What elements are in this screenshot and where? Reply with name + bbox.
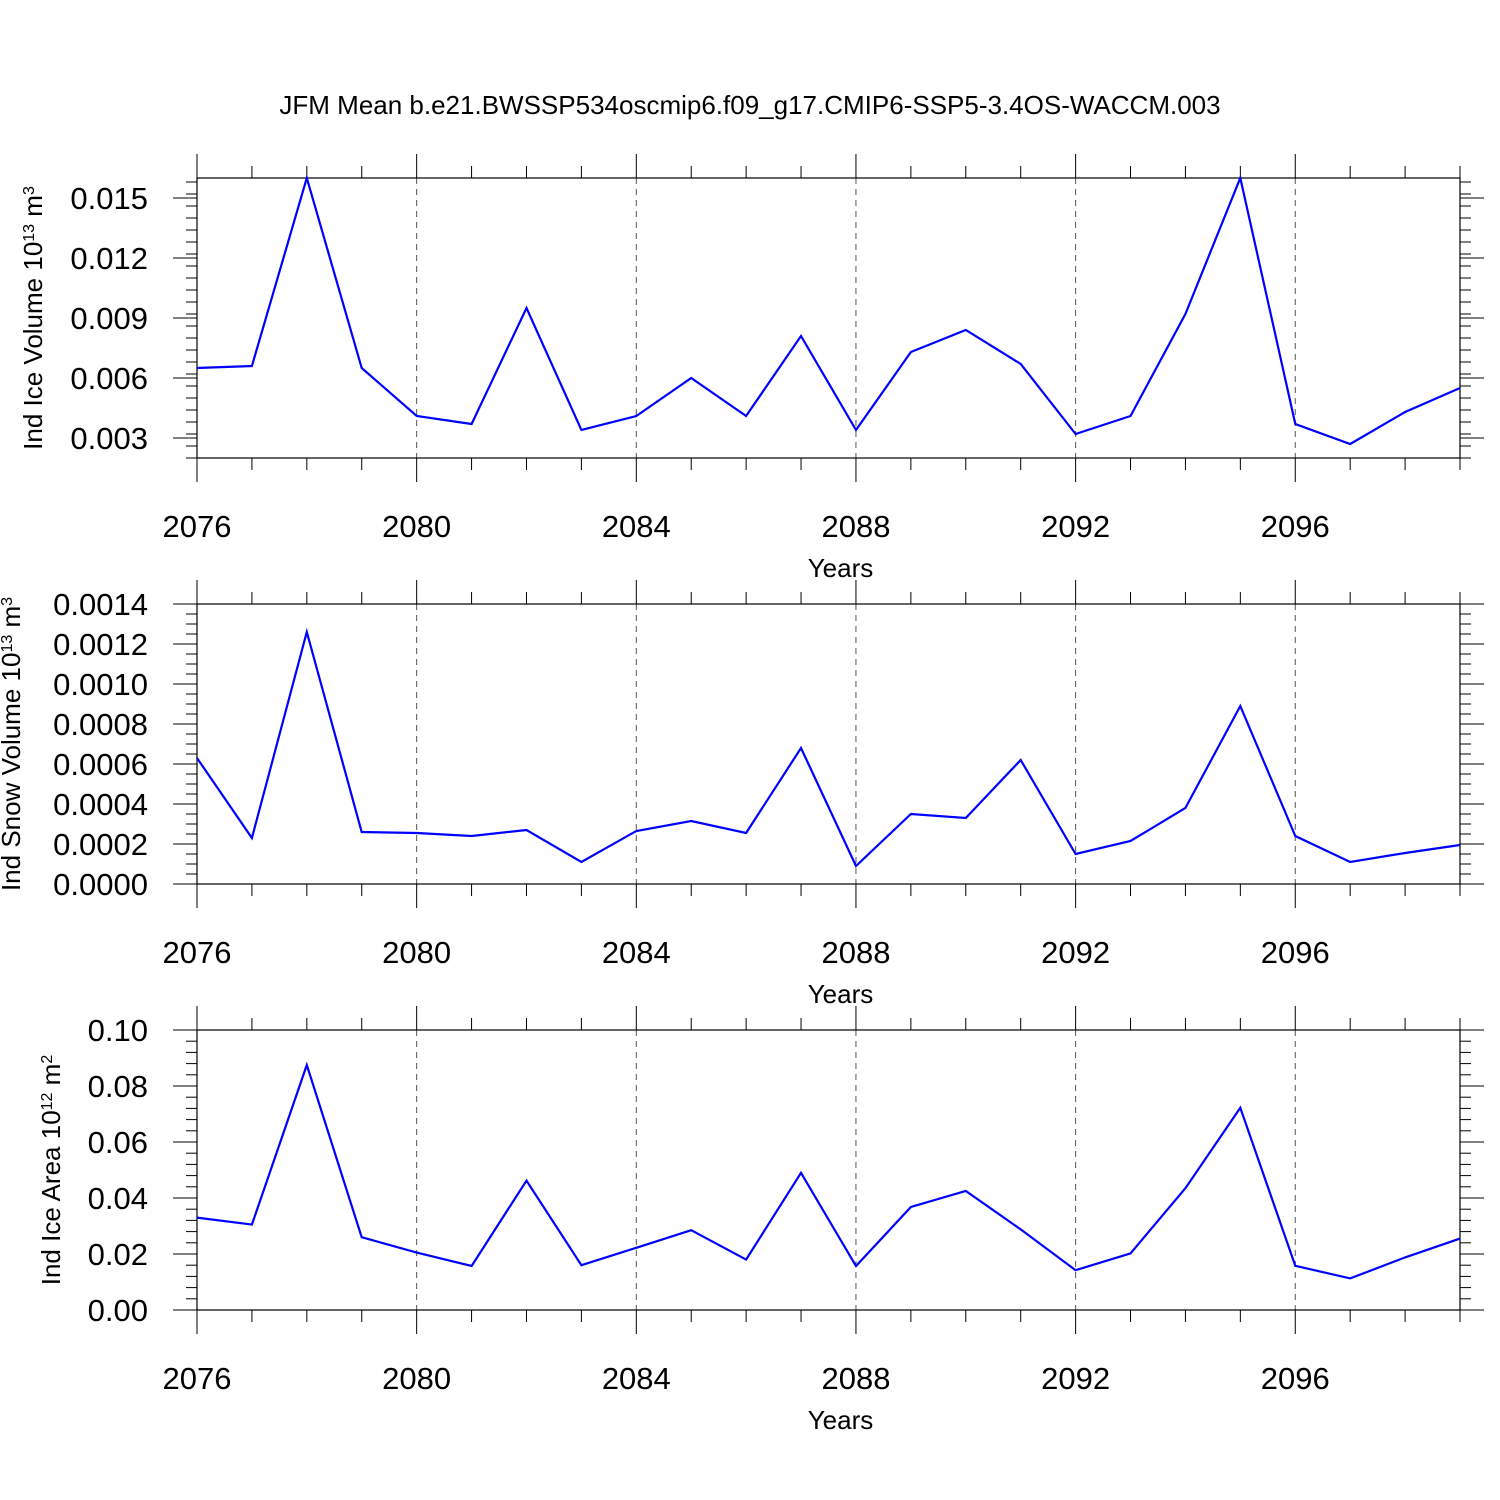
y-tick-label: 0.012	[70, 241, 148, 276]
series-line	[196, 1061, 1461, 1280]
y-tick-label: 0.0014	[53, 587, 148, 622]
y-tick-label: 0.04	[88, 1181, 148, 1216]
y-tick-label: 0.006	[70, 361, 148, 396]
x-tick-label: 2088	[821, 509, 890, 544]
x-tick-label: 2080	[382, 509, 451, 544]
y-tick-label: 0.009	[70, 301, 148, 336]
x-tick-label: 2096	[1261, 509, 1330, 544]
y-axis-label-superscript: 12	[39, 1092, 56, 1110]
y-axis-label-superscript: 13	[0, 635, 16, 653]
y-axis-label-part: Ind Snow Volume 10	[0, 653, 26, 892]
x-axis-label: Years	[808, 553, 874, 583]
y-tick-label: 0.015	[70, 181, 148, 216]
y-tick-label: 0.02	[88, 1237, 148, 1272]
x-tick-label: 2076	[163, 935, 232, 970]
y-axis-label-superscript: 13	[21, 224, 38, 242]
chart-panel-3: 0.00 0.02 0.04 0.06 0.08 0.10 2076 2080 2084 2088…	[36, 1006, 1484, 1435]
x-axis-label: Years	[808, 1405, 874, 1435]
plot-frame	[196, 603, 1461, 885]
x-tick-label: 2092	[1041, 935, 1110, 970]
y-tick-label: 0.0000	[53, 867, 148, 902]
x-tick-label: 2088	[821, 935, 890, 970]
y-axis-label-part: m	[0, 606, 26, 635]
y-tick-label: 0.0006	[53, 747, 148, 782]
y-tick-label: 0.08	[88, 1069, 148, 1104]
y-tick-label: 0.10	[88, 1013, 148, 1048]
y-axis-label-part: m	[36, 1064, 66, 1093]
y-axis-label-superscript: 2	[39, 1055, 56, 1064]
y-tick-label: 0.06	[88, 1125, 148, 1160]
y-axis-label-superscript: 3	[21, 186, 38, 195]
y-tick-label: 0.00	[88, 1293, 148, 1328]
series-line	[196, 174, 1461, 446]
x-tick-label: 2080	[382, 1361, 451, 1396]
x-tick-label: 2092	[1041, 509, 1110, 544]
y-axis-label-part: m	[18, 195, 48, 224]
y-axis-label-superscript: 3	[0, 597, 16, 606]
x-axis-label: Years	[808, 979, 874, 1009]
plot-frame	[196, 1029, 1461, 1311]
figure-title: JFM Mean b.e21.BWSSP534oscmip6.f09_g17.C…	[279, 90, 1220, 120]
y-axis-label: Ind Ice Area 1012 m2	[36, 1055, 66, 1286]
series-line	[196, 627, 1461, 868]
chart-panel-2: 0.0000 0.0002 0.0004 0.0006 0.0008 0.0010 0.00…	[0, 580, 1484, 1009]
x-tick-label: 2076	[163, 1361, 232, 1396]
y-tick-label: 0.0010	[53, 667, 148, 702]
x-tick-label: 2088	[821, 1361, 890, 1396]
x-tick-label: 2084	[602, 935, 671, 970]
x-tick-label: 2084	[602, 509, 671, 544]
x-tick-label: 2096	[1261, 935, 1330, 970]
y-axis-label-part: Ind Ice Area 10	[36, 1110, 66, 1285]
x-tick-label: 2092	[1041, 1361, 1110, 1396]
y-tick-label: 0.0008	[53, 707, 148, 742]
y-axis-label: Ind Snow Volume 1013 m3	[0, 597, 26, 891]
y-tick-label: 0.003	[70, 421, 148, 456]
x-tick-label: 2084	[602, 1361, 671, 1396]
y-axis-label: Ind Ice Volume 1013 m3	[18, 186, 48, 450]
y-axis-label-part: Ind Ice Volume 10	[18, 242, 48, 450]
chart-panel-1: 0.003 0.006 0.009 0.012 0.015 2076 2080 2084 208…	[18, 154, 1484, 583]
x-tick-label: 2076	[163, 509, 232, 544]
y-tick-label: 0.0012	[53, 627, 148, 662]
y-tick-label: 0.0002	[53, 827, 148, 862]
y-tick-label: 0.0004	[53, 787, 148, 822]
x-tick-label: 2080	[382, 935, 451, 970]
x-tick-label: 2096	[1261, 1361, 1330, 1396]
